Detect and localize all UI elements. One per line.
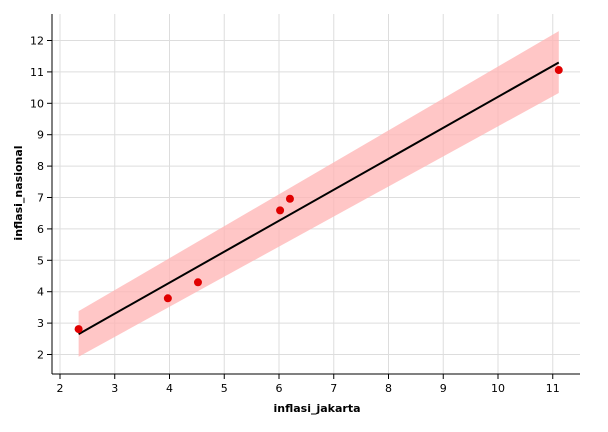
y-tick-label: 5 (37, 254, 44, 267)
data-point (554, 66, 563, 75)
x-tick-label: 4 (166, 382, 173, 395)
y-tick-label: 9 (37, 129, 44, 142)
y-tick-label: 7 (37, 192, 44, 205)
x-tick-label: 6 (276, 382, 283, 395)
x-tick-label: 5 (221, 382, 228, 395)
x-tick-label: 10 (491, 382, 505, 395)
data-point (163, 294, 172, 303)
y-tick-label: 6 (37, 223, 44, 236)
data-point (276, 206, 285, 215)
data-point (193, 278, 202, 287)
confidence-band (78, 31, 559, 357)
axes: 2 3 4 5 6 7 8 9 10 11 2 3 4 5 6 7 8 9 10 11 12 (30, 14, 580, 395)
y-tick-label: 4 (37, 286, 44, 299)
y-tick-label: 12 (30, 35, 44, 48)
x-tick-label: 7 (330, 382, 337, 395)
regression-line (78, 61, 560, 335)
y-tick-label: 8 (37, 160, 44, 173)
data-points-layer (74, 66, 563, 334)
confidence-band-layer (78, 31, 559, 357)
x-tick-label: 2 (57, 382, 64, 395)
regression-line-layer (78, 61, 560, 335)
x-tick-label: 9 (440, 382, 447, 395)
y-tick-label: 3 (37, 317, 44, 330)
y-tick-label: 2 (37, 349, 44, 362)
x-axis-title: inflasi_jakarta (273, 402, 360, 415)
x-tick-label: 11 (546, 382, 560, 395)
y-axis-title: inflasi_nasional (12, 145, 25, 240)
y-tick-label: 10 (30, 97, 44, 110)
grid (52, 14, 580, 374)
data-point (74, 325, 83, 334)
y-tick-label: 11 (30, 66, 44, 79)
x-tick-label: 8 (385, 382, 392, 395)
data-point (285, 194, 294, 203)
x-tick-label: 3 (111, 382, 118, 395)
